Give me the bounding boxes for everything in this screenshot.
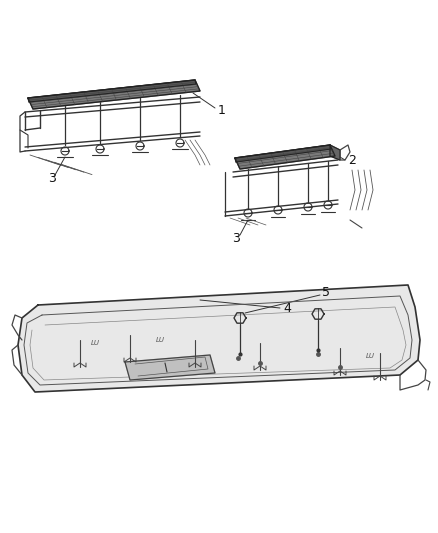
Text: 3: 3: [232, 231, 240, 245]
Polygon shape: [125, 355, 215, 380]
Text: 2: 2: [348, 154, 356, 166]
Polygon shape: [18, 285, 420, 392]
Polygon shape: [235, 145, 335, 169]
Polygon shape: [235, 145, 331, 162]
Text: LU: LU: [155, 337, 165, 343]
Text: 4: 4: [283, 302, 291, 314]
Text: LU: LU: [365, 353, 374, 359]
Text: 3: 3: [48, 172, 56, 184]
Polygon shape: [28, 80, 200, 109]
Text: 5: 5: [322, 287, 330, 300]
Polygon shape: [330, 145, 340, 160]
Text: LU: LU: [91, 340, 99, 346]
Text: 1: 1: [218, 103, 226, 117]
Polygon shape: [28, 80, 196, 102]
